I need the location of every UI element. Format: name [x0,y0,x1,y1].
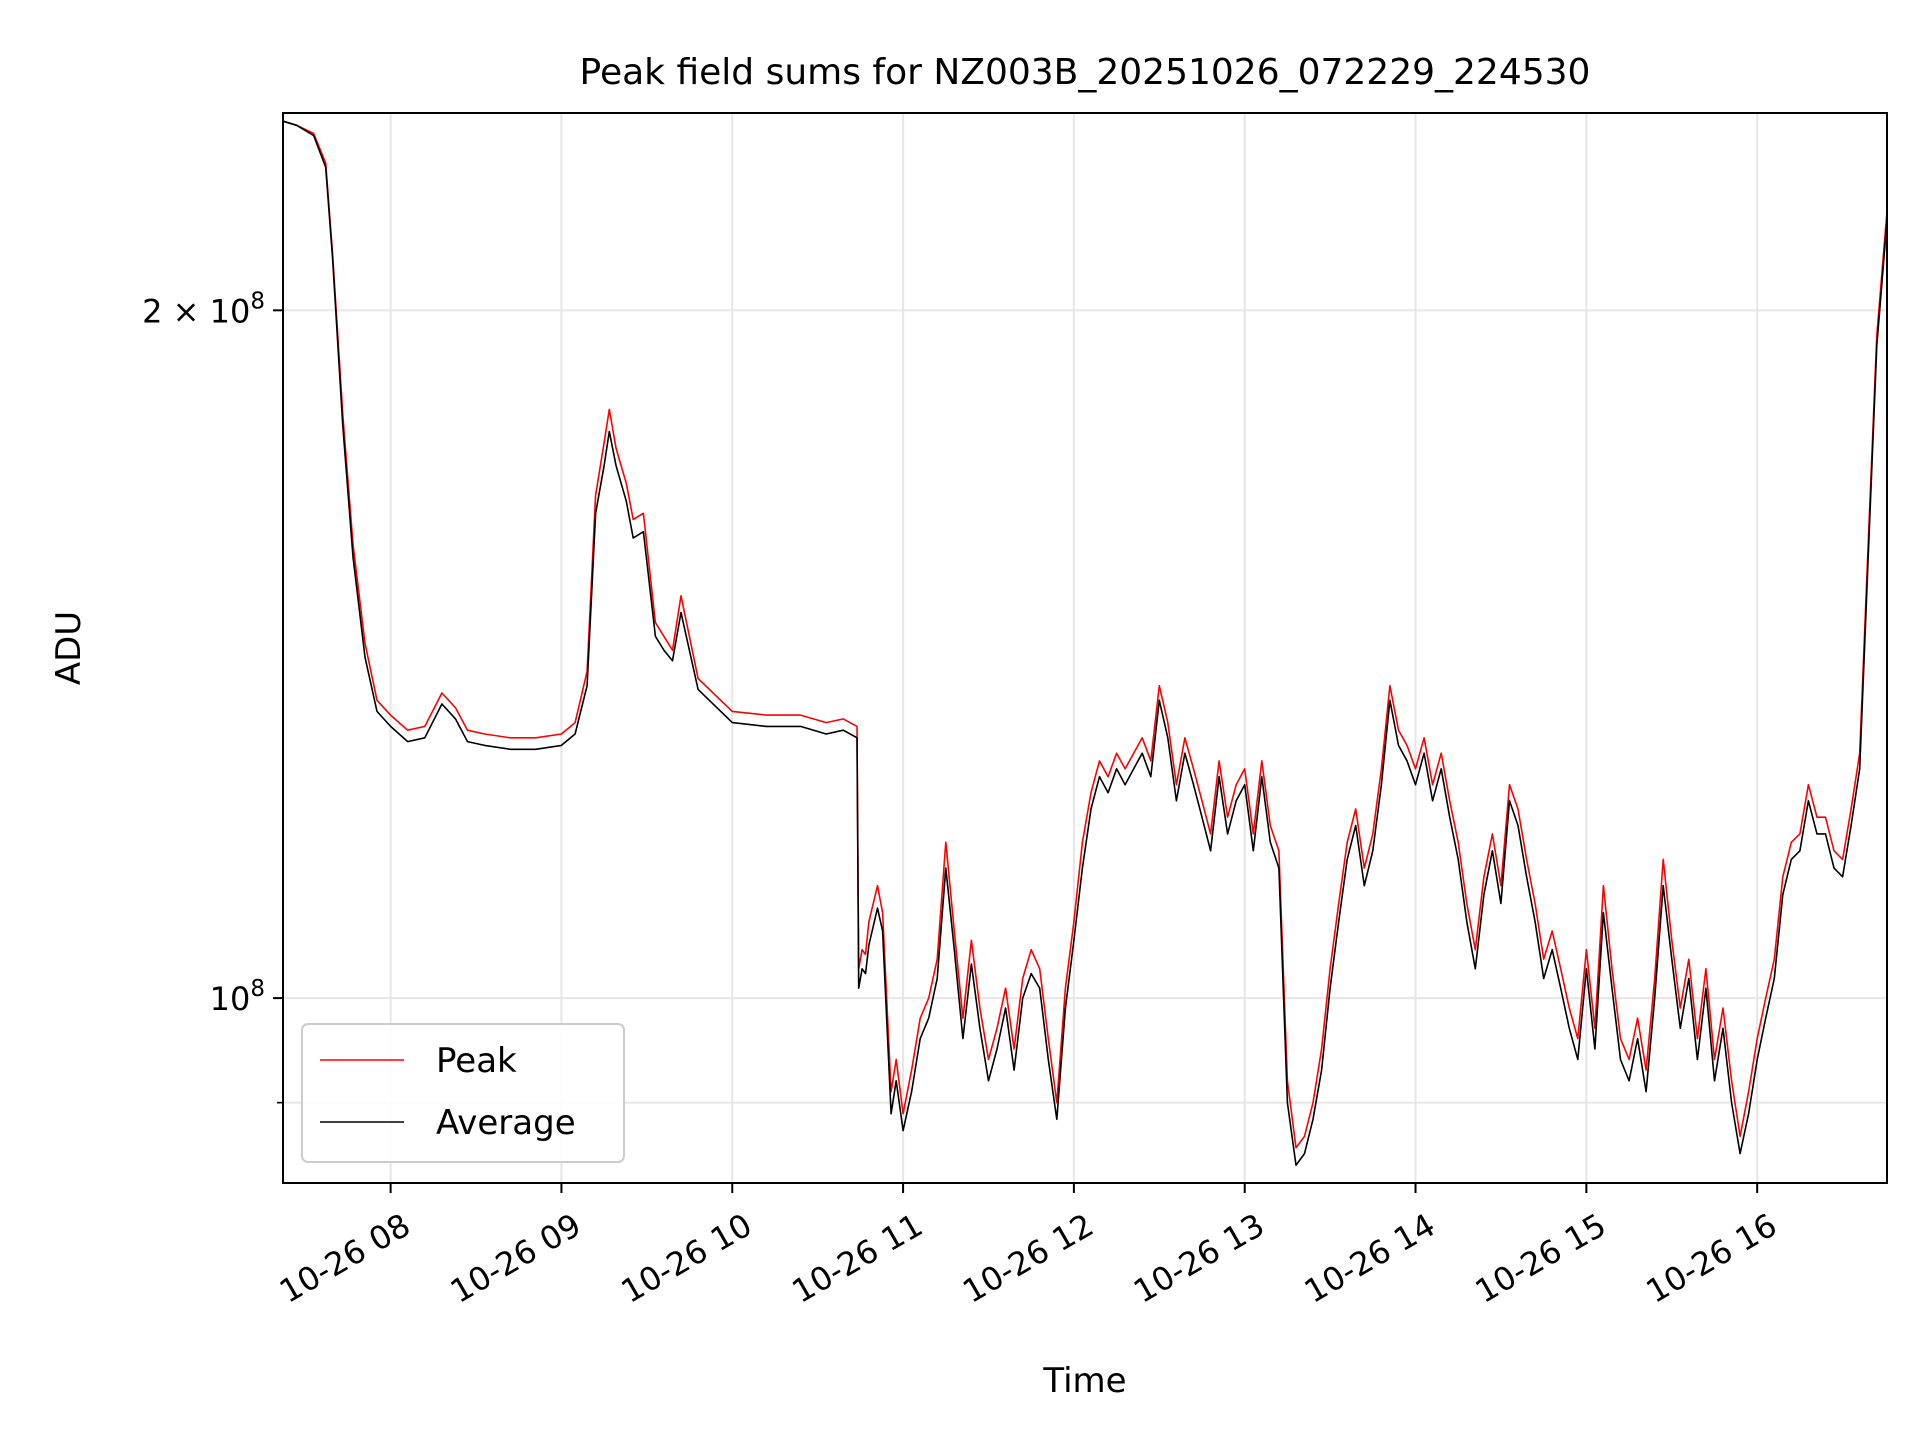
series-group [282,120,1888,1166]
legend-box [301,1023,625,1163]
y-tick-label: 2 × 108 [142,288,265,330]
series-line-peak [282,120,1888,1149]
y-axis: 108 2 × 108 [142,288,283,1104]
x-axis-label: Time [1042,1361,1126,1401]
chart-title: Peak field sums for NZ003B_20251026_0722… [580,52,1591,93]
y-axis-label: ADU [49,611,89,685]
y-tick-label: 108 [210,976,265,1018]
legend-label-peak: Peak [436,1041,517,1081]
legend-label-average: Average [436,1103,576,1143]
legend: Peak Average [301,1023,625,1163]
plot-frame [282,112,1888,1184]
series-line-average [282,120,1888,1166]
